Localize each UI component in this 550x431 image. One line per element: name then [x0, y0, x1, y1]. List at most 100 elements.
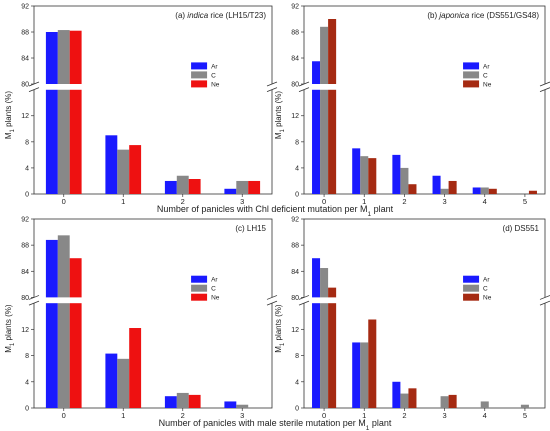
y-tick-label: 12: [21, 113, 29, 120]
legend-label: Ar: [211, 277, 218, 284]
x-tick-label: 0: [322, 197, 326, 206]
y-tick-label: 8: [25, 139, 29, 146]
bar-Ne: [528, 190, 537, 194]
legend-swatch-Ar: [191, 275, 208, 283]
x-axis-label-top: Number of panicles with Chl deficient mu…: [157, 204, 394, 218]
y-tick-label: 92: [291, 4, 299, 11]
axis-break-gap: [28, 84, 278, 90]
y-axis-label: M1 plants (%): [274, 91, 286, 140]
bar-Ne: [448, 180, 457, 194]
x-tick-label: 4: [483, 197, 487, 206]
y-tick-label: 84: [21, 56, 29, 63]
axis-break-gap: [28, 297, 278, 304]
y-tick-label: 8: [295, 353, 299, 360]
bar-C: [520, 404, 529, 408]
panel-frame: [303, 5, 546, 195]
legend-label: C: [211, 286, 216, 293]
bar-C: [440, 396, 449, 408]
bar-Ne: [368, 158, 377, 194]
bar-C-lower: [57, 89, 70, 194]
legend-label: C: [211, 72, 216, 79]
bar-Ne: [129, 328, 142, 408]
bar-C: [480, 401, 489, 408]
bar-Ar: [352, 148, 361, 194]
y-tick-label: 4: [25, 165, 29, 172]
bar-Ar: [105, 135, 118, 194]
axis-break-mark: [539, 81, 550, 87]
axis-break-mark: [266, 300, 278, 306]
y-tick-label: 84: [291, 269, 299, 276]
x-tick-label: 5: [523, 197, 527, 206]
x-tick-label: 0: [62, 197, 66, 206]
legend-label: Ar: [483, 63, 490, 70]
legend-label: C: [483, 286, 488, 293]
legend-swatch-C: [463, 71, 480, 79]
legend-label: Ne: [483, 81, 492, 88]
x-tick-label: 3: [240, 197, 244, 206]
bar-C-lower: [57, 303, 70, 408]
axis-break-mark: [28, 300, 40, 306]
panel-title: (c) LH15: [235, 224, 266, 233]
y-tick-label: 12: [291, 327, 299, 334]
y-tick-label: 12: [291, 113, 299, 120]
bar-C: [117, 358, 130, 408]
axis-break-mark: [266, 81, 278, 87]
bar-Ar-lower: [45, 303, 58, 408]
y-tick-label: 8: [295, 139, 299, 146]
legend-label: Ne: [211, 81, 220, 88]
x-tick-label: 0: [322, 411, 326, 420]
legend-label: Ne: [211, 295, 220, 302]
x-tick-label: 2: [402, 197, 406, 206]
legend-swatch-Ne: [191, 80, 208, 88]
bar-Ar: [45, 239, 58, 298]
bar-C: [236, 404, 249, 408]
x-tick-label: 2: [402, 411, 406, 420]
bar-Ar: [105, 353, 118, 408]
axis-break-gap: [298, 84, 550, 90]
bar-C: [400, 393, 409, 408]
bar-Ar: [392, 154, 401, 194]
x-tick-label: 3: [240, 411, 244, 420]
axis-break-gap: [298, 297, 550, 304]
panel-frame: [303, 218, 546, 409]
y-tick-label: 88: [291, 30, 299, 37]
y-tick-label: 4: [25, 379, 29, 386]
y-tick-label: 4: [295, 379, 299, 386]
legend-swatch-Ne: [463, 80, 480, 88]
legend-swatch-Ar: [191, 62, 208, 70]
y-tick-label: 88: [21, 30, 29, 37]
panel-title: (a) indica rice (LH15/T23): [175, 11, 266, 20]
y-tick-label: 88: [291, 243, 299, 250]
legend-swatch-C: [191, 71, 208, 79]
x-tick-label: 2: [181, 411, 185, 420]
bar-C-lower: [320, 89, 329, 194]
legend: Ar C Ne: [191, 275, 220, 302]
x-tick-label: 2: [181, 197, 185, 206]
legend-label: C: [483, 72, 488, 79]
bar-Ar: [392, 381, 401, 408]
axis-break-mark: [298, 300, 310, 306]
y-tick-label: 84: [21, 269, 29, 276]
bar-C: [176, 175, 189, 194]
bar-Ar: [312, 258, 321, 298]
x-tick-label: 0: [62, 411, 66, 420]
bar-Ar: [164, 396, 177, 408]
x-tick-label: 3: [442, 197, 446, 206]
y-tick-label: 88: [21, 243, 29, 250]
bar-C: [320, 26, 329, 85]
bar-Ne: [488, 188, 497, 194]
y-axis-label: M1 plants (%): [4, 91, 16, 140]
bar-Ar: [224, 401, 237, 408]
legend-label: Ar: [483, 277, 490, 284]
bar-Ar-lower: [312, 89, 321, 194]
legend-label: Ne: [483, 295, 492, 302]
x-tick-label: 1: [121, 411, 125, 420]
bar-C-lower: [320, 303, 329, 408]
x-axis-label-bottom: Number of panicles with male sterile mut…: [159, 418, 392, 431]
x-tick-label: 4: [483, 411, 487, 420]
y-tick-label: 84: [291, 56, 299, 63]
legend: Ar C Ne: [463, 275, 492, 302]
